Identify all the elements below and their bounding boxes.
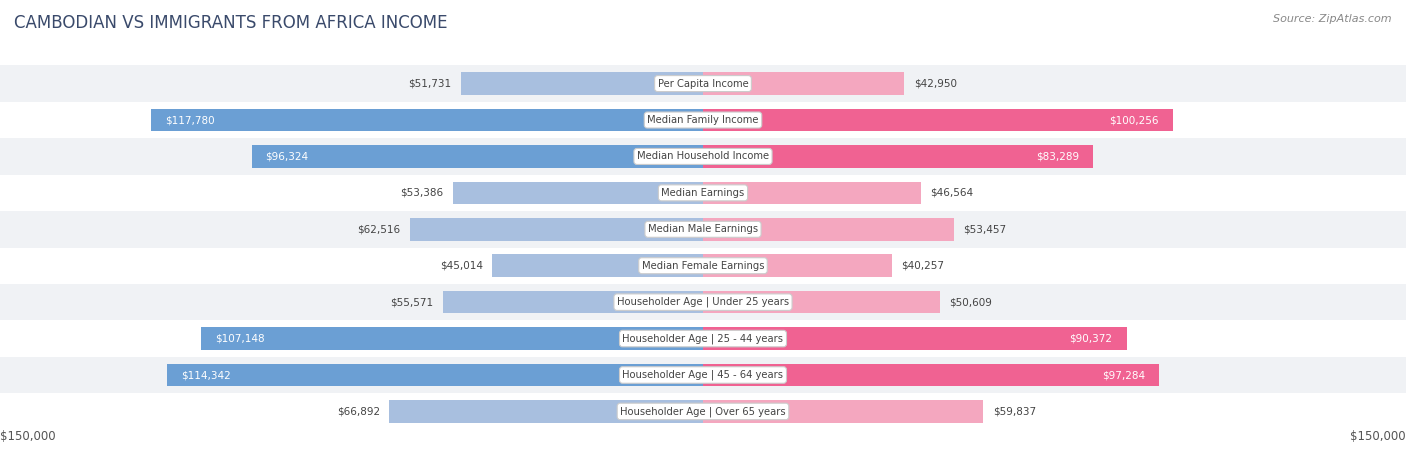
Bar <box>453 182 703 204</box>
Text: $83,289: $83,289 <box>1036 151 1080 162</box>
Bar <box>0 211 1406 248</box>
Bar <box>0 138 1406 175</box>
Bar <box>703 72 904 95</box>
Text: Median Female Earnings: Median Female Earnings <box>641 261 765 271</box>
Bar <box>201 327 703 350</box>
Text: $100,256: $100,256 <box>1109 115 1159 125</box>
Legend: Cambodian, Immigrants from Africa: Cambodian, Immigrants from Africa <box>555 466 851 467</box>
Text: $55,571: $55,571 <box>389 297 433 307</box>
Bar <box>389 400 703 423</box>
Text: $114,342: $114,342 <box>181 370 231 380</box>
Text: $40,257: $40,257 <box>901 261 943 271</box>
Text: $45,014: $45,014 <box>440 261 482 271</box>
Text: $96,324: $96,324 <box>266 151 309 162</box>
Text: $46,564: $46,564 <box>931 188 974 198</box>
Text: Median Male Earnings: Median Male Earnings <box>648 224 758 234</box>
Bar <box>703 145 1094 168</box>
Bar <box>703 255 891 277</box>
Bar <box>0 248 1406 284</box>
Bar <box>703 109 1173 131</box>
Text: $150,000: $150,000 <box>1350 430 1406 443</box>
Bar <box>0 393 1406 430</box>
Text: Median Family Income: Median Family Income <box>647 115 759 125</box>
Bar <box>443 291 703 313</box>
Bar <box>492 255 703 277</box>
Bar <box>252 145 703 168</box>
Bar <box>703 291 941 313</box>
Bar <box>0 320 1406 357</box>
Bar <box>461 72 703 95</box>
Bar <box>703 327 1126 350</box>
Text: $117,780: $117,780 <box>165 115 215 125</box>
Bar <box>703 400 983 423</box>
Text: Householder Age | Over 65 years: Householder Age | Over 65 years <box>620 406 786 417</box>
Text: $50,609: $50,609 <box>949 297 993 307</box>
Text: CAMBODIAN VS IMMIGRANTS FROM AFRICA INCOME: CAMBODIAN VS IMMIGRANTS FROM AFRICA INCO… <box>14 14 447 32</box>
Text: $53,386: $53,386 <box>401 188 443 198</box>
Bar <box>0 284 1406 320</box>
Bar <box>0 357 1406 393</box>
Bar <box>150 109 703 131</box>
Text: Householder Age | 45 - 64 years: Householder Age | 45 - 64 years <box>623 370 783 380</box>
Bar <box>0 102 1406 138</box>
Text: Householder Age | Under 25 years: Householder Age | Under 25 years <box>617 297 789 307</box>
Text: $51,731: $51,731 <box>408 78 451 89</box>
Text: $90,372: $90,372 <box>1070 333 1112 344</box>
Bar <box>703 218 953 241</box>
Text: $66,892: $66,892 <box>337 406 380 417</box>
Text: Median Household Income: Median Household Income <box>637 151 769 162</box>
Text: Per Capita Income: Per Capita Income <box>658 78 748 89</box>
Bar <box>0 175 1406 211</box>
Text: Median Earnings: Median Earnings <box>661 188 745 198</box>
Text: $42,950: $42,950 <box>914 78 956 89</box>
Text: $53,457: $53,457 <box>963 224 1007 234</box>
Bar <box>703 364 1159 386</box>
Text: $107,148: $107,148 <box>215 333 264 344</box>
Bar <box>703 182 921 204</box>
Bar <box>167 364 703 386</box>
Text: $150,000: $150,000 <box>0 430 56 443</box>
Bar <box>0 65 1406 102</box>
Text: Householder Age | 25 - 44 years: Householder Age | 25 - 44 years <box>623 333 783 344</box>
Text: $59,837: $59,837 <box>993 406 1036 417</box>
Bar <box>411 218 703 241</box>
Text: Source: ZipAtlas.com: Source: ZipAtlas.com <box>1274 14 1392 24</box>
Text: $97,284: $97,284 <box>1102 370 1144 380</box>
Text: $62,516: $62,516 <box>357 224 401 234</box>
